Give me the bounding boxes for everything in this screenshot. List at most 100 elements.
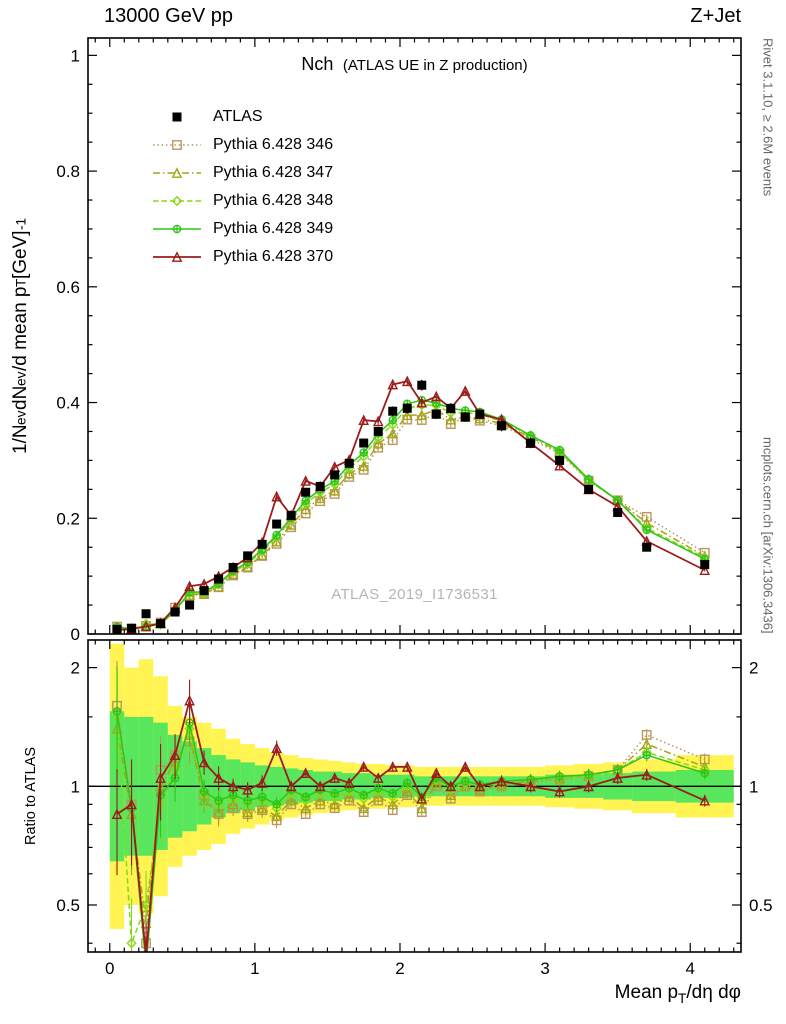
- data-marker: [460, 412, 470, 422]
- data-marker: [142, 962, 149, 969]
- legend-item-label: Pythia 6.428 349: [213, 220, 334, 237]
- legend-item-label: Pythia 6.428 370: [213, 248, 334, 265]
- data-marker: [358, 802, 370, 814]
- data-marker: [228, 562, 238, 572]
- data-marker: [459, 761, 471, 772]
- data-marker: [445, 780, 457, 792]
- data-marker: [401, 785, 413, 797]
- data-marker: [169, 749, 181, 760]
- data-marker: [227, 780, 239, 792]
- data-marker: [700, 560, 710, 570]
- data-marker: [401, 761, 413, 772]
- data-marker: [112, 624, 122, 634]
- data-marker: [242, 784, 253, 795]
- data-marker: [171, 195, 183, 207]
- legend-item: Pythia 6.428 349: [152, 215, 333, 243]
- data-marker: [343, 777, 355, 788]
- data-marker: [554, 785, 565, 797]
- data-marker: [127, 623, 137, 633]
- data-marker: [641, 768, 653, 780]
- data-marker: [459, 385, 471, 396]
- data-marker: [416, 792, 428, 804]
- data-marker: [387, 761, 399, 772]
- data-marker: [387, 427, 399, 439]
- data-marker: [271, 490, 282, 502]
- legend-marker-sample: [172, 112, 182, 122]
- legend-marker-sample: [153, 195, 201, 207]
- data-marker: [285, 780, 297, 792]
- data-marker: [388, 406, 398, 416]
- series-atlas-main: [112, 379, 710, 634]
- data-marker: [699, 794, 711, 806]
- data-marker: [446, 403, 456, 413]
- legend-item: Pythia 6.428 347: [152, 159, 333, 187]
- data-marker: [330, 470, 340, 480]
- tick-label: 1: [71, 777, 80, 796]
- data-marker: [474, 780, 486, 792]
- data-marker: [300, 503, 311, 515]
- data-marker: [431, 409, 441, 419]
- data-marker: [285, 519, 297, 530]
- data-marker: [126, 938, 137, 949]
- data-marker: [526, 438, 536, 448]
- data-marker: [171, 167, 183, 178]
- data-marker: [301, 487, 311, 497]
- data-marker: [111, 808, 123, 820]
- plot-title-main: Nch: [301, 54, 334, 74]
- tick-label: 2: [749, 659, 758, 678]
- data-marker: [699, 564, 711, 576]
- legend: ATLAS Pythia 6.428 346 Pythia 6.428 347 Pyt…: [152, 103, 333, 271]
- data-marker: [372, 437, 384, 449]
- tick-label: 3: [540, 959, 549, 978]
- data-marker: [314, 780, 326, 792]
- ratio-y-axis-label: Ratio to ATLAS: [23, 746, 39, 846]
- data-marker: [315, 481, 325, 491]
- data-marker: [272, 519, 282, 529]
- data-marker: [156, 619, 166, 629]
- tick-label: 1: [749, 777, 758, 796]
- tick-label: 0.6: [56, 278, 80, 297]
- data-marker: [497, 421, 507, 431]
- data-marker: [285, 794, 297, 806]
- data-marker: [343, 791, 355, 802]
- tick-label: 0.5: [56, 896, 80, 915]
- data-marker: [554, 459, 565, 471]
- data-marker: [257, 539, 267, 549]
- data-marker: [584, 484, 594, 494]
- legend-marker-sample: [153, 140, 201, 150]
- data-marker: [525, 780, 536, 792]
- data-marker: [372, 415, 384, 427]
- analysis-watermark: ATLAS_2019_I1736531: [331, 586, 498, 603]
- legend-item: ATLAS: [152, 103, 333, 131]
- plot-title: Nch (ATLAS UE in Z production): [88, 54, 741, 75]
- legend-item-label: Pythia 6.428 346: [213, 136, 334, 153]
- data-marker: [213, 772, 224, 783]
- legend-marker-sample: [153, 224, 201, 234]
- beam-energy-label: 13000 GeV pp: [104, 5, 233, 27]
- data-marker: [286, 510, 296, 520]
- data-marker: [613, 507, 623, 517]
- data-marker: [430, 777, 442, 788]
- axis-ticks: 0 0.2 0.4 0.6 0.8 1 0.5 0.5 1 1 2 2 0 1 2 3 4: [56, 38, 773, 978]
- data-marker: [171, 251, 183, 262]
- data-marker: [359, 438, 369, 448]
- x-axis-label: Mean pT/dη dφ: [614, 982, 741, 1006]
- tick-label: 0.4: [56, 394, 80, 413]
- data-marker: [126, 798, 137, 810]
- data-marker: [417, 380, 427, 390]
- data-marker: [214, 574, 224, 584]
- tick-label: 0: [105, 959, 114, 978]
- data-marker: [198, 756, 210, 768]
- data-marker: [329, 798, 341, 810]
- data-marker: [227, 798, 239, 810]
- legend-item: Pythia 6.428 348: [152, 187, 333, 215]
- data-marker: [184, 580, 195, 592]
- tick-label: 1: [250, 959, 259, 978]
- data-marker: [242, 806, 253, 818]
- data-marker: [271, 810, 282, 822]
- data-marker: [141, 609, 151, 619]
- tick-label: 4: [685, 959, 694, 978]
